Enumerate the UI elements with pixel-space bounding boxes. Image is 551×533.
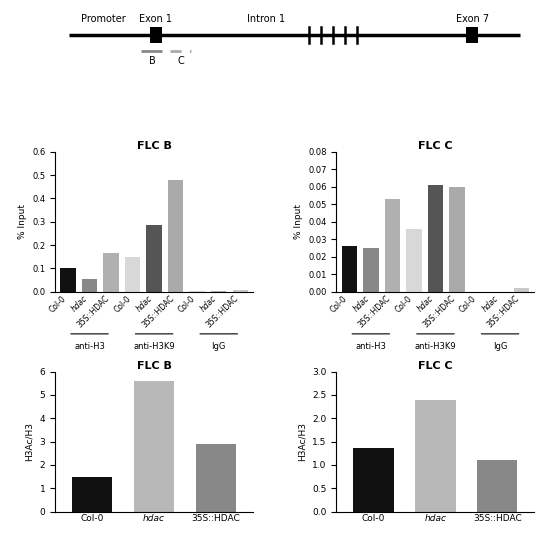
Text: 35S::HDAC: 35S::HDAC [422, 294, 457, 329]
Bar [477, 461, 517, 512]
Bar [60, 269, 76, 292]
Text: anti-H3K9: anti-H3K9 [414, 342, 456, 351]
Bar [415, 400, 456, 512]
Text: Exon 1: Exon 1 [139, 14, 172, 24]
Text: hdac: hdac [352, 294, 371, 313]
Bar [104, 253, 119, 292]
Bar [233, 290, 248, 292]
Title: FLC B: FLC B [137, 141, 171, 151]
Text: hdac: hdac [199, 294, 219, 313]
Title: FLC B: FLC B [137, 361, 171, 371]
Text: hdac: hdac [416, 294, 435, 313]
Bar [149, 27, 162, 43]
Text: hdac: hdac [143, 514, 165, 523]
Text: Col-0: Col-0 [177, 294, 197, 314]
Bar [72, 477, 112, 512]
Text: 35S::HDAC: 35S::HDAC [356, 294, 392, 329]
Text: Col-0: Col-0 [362, 514, 385, 523]
Text: Col-0: Col-0 [393, 294, 414, 314]
Bar [125, 257, 141, 292]
Bar [134, 381, 174, 512]
Text: IgG: IgG [212, 342, 226, 351]
Text: anti-H3: anti-H3 [74, 342, 105, 351]
Text: Intron 1: Intron 1 [247, 14, 285, 24]
Text: 35S::HDAC: 35S::HDAC [192, 514, 240, 523]
Bar [147, 225, 162, 292]
Text: anti-H3K9: anti-H3K9 [133, 342, 175, 351]
Text: hdac: hdac [134, 294, 154, 313]
Text: 35S::HDAC: 35S::HDAC [486, 294, 522, 329]
Bar [466, 27, 478, 43]
Text: C: C [177, 55, 184, 66]
Bar [385, 199, 400, 292]
Title: FLC C: FLC C [418, 361, 453, 371]
Text: hdac: hdac [480, 294, 500, 313]
Text: 35S::HDAC: 35S::HDAC [140, 294, 176, 329]
Bar [168, 180, 183, 292]
Text: hdac: hdac [424, 514, 446, 523]
Text: 35S::HDAC: 35S::HDAC [75, 294, 111, 329]
Bar [82, 279, 98, 292]
Bar [449, 187, 464, 292]
Text: Col-0: Col-0 [458, 294, 478, 314]
Title: FLC C: FLC C [418, 141, 453, 151]
Text: Col-0: Col-0 [329, 294, 349, 314]
Y-axis label: % Input: % Input [18, 204, 26, 239]
Bar [428, 185, 443, 292]
Bar [406, 229, 422, 292]
Y-axis label: % Input: % Input [294, 204, 302, 239]
Bar [514, 288, 530, 292]
Text: IgG: IgG [493, 342, 507, 351]
Bar [196, 444, 236, 512]
Bar [342, 246, 357, 292]
Text: Col-0: Col-0 [48, 294, 68, 314]
Bar [353, 448, 393, 512]
Text: anti-H3: anti-H3 [355, 342, 386, 351]
Text: B: B [149, 55, 155, 66]
Text: Col-0: Col-0 [112, 294, 133, 314]
Text: Col-0: Col-0 [80, 514, 104, 523]
Y-axis label: H3Ac/H3: H3Ac/H3 [298, 422, 307, 461]
Y-axis label: H3Ac/H3: H3Ac/H3 [25, 422, 34, 461]
Text: 35S::HDAC: 35S::HDAC [204, 294, 240, 329]
Text: hdac: hdac [70, 294, 90, 313]
Bar [363, 248, 379, 292]
Text: Exon 7: Exon 7 [456, 14, 489, 24]
Text: Promoter: Promoter [80, 14, 126, 24]
Text: 35S::HDAC: 35S::HDAC [473, 514, 522, 523]
